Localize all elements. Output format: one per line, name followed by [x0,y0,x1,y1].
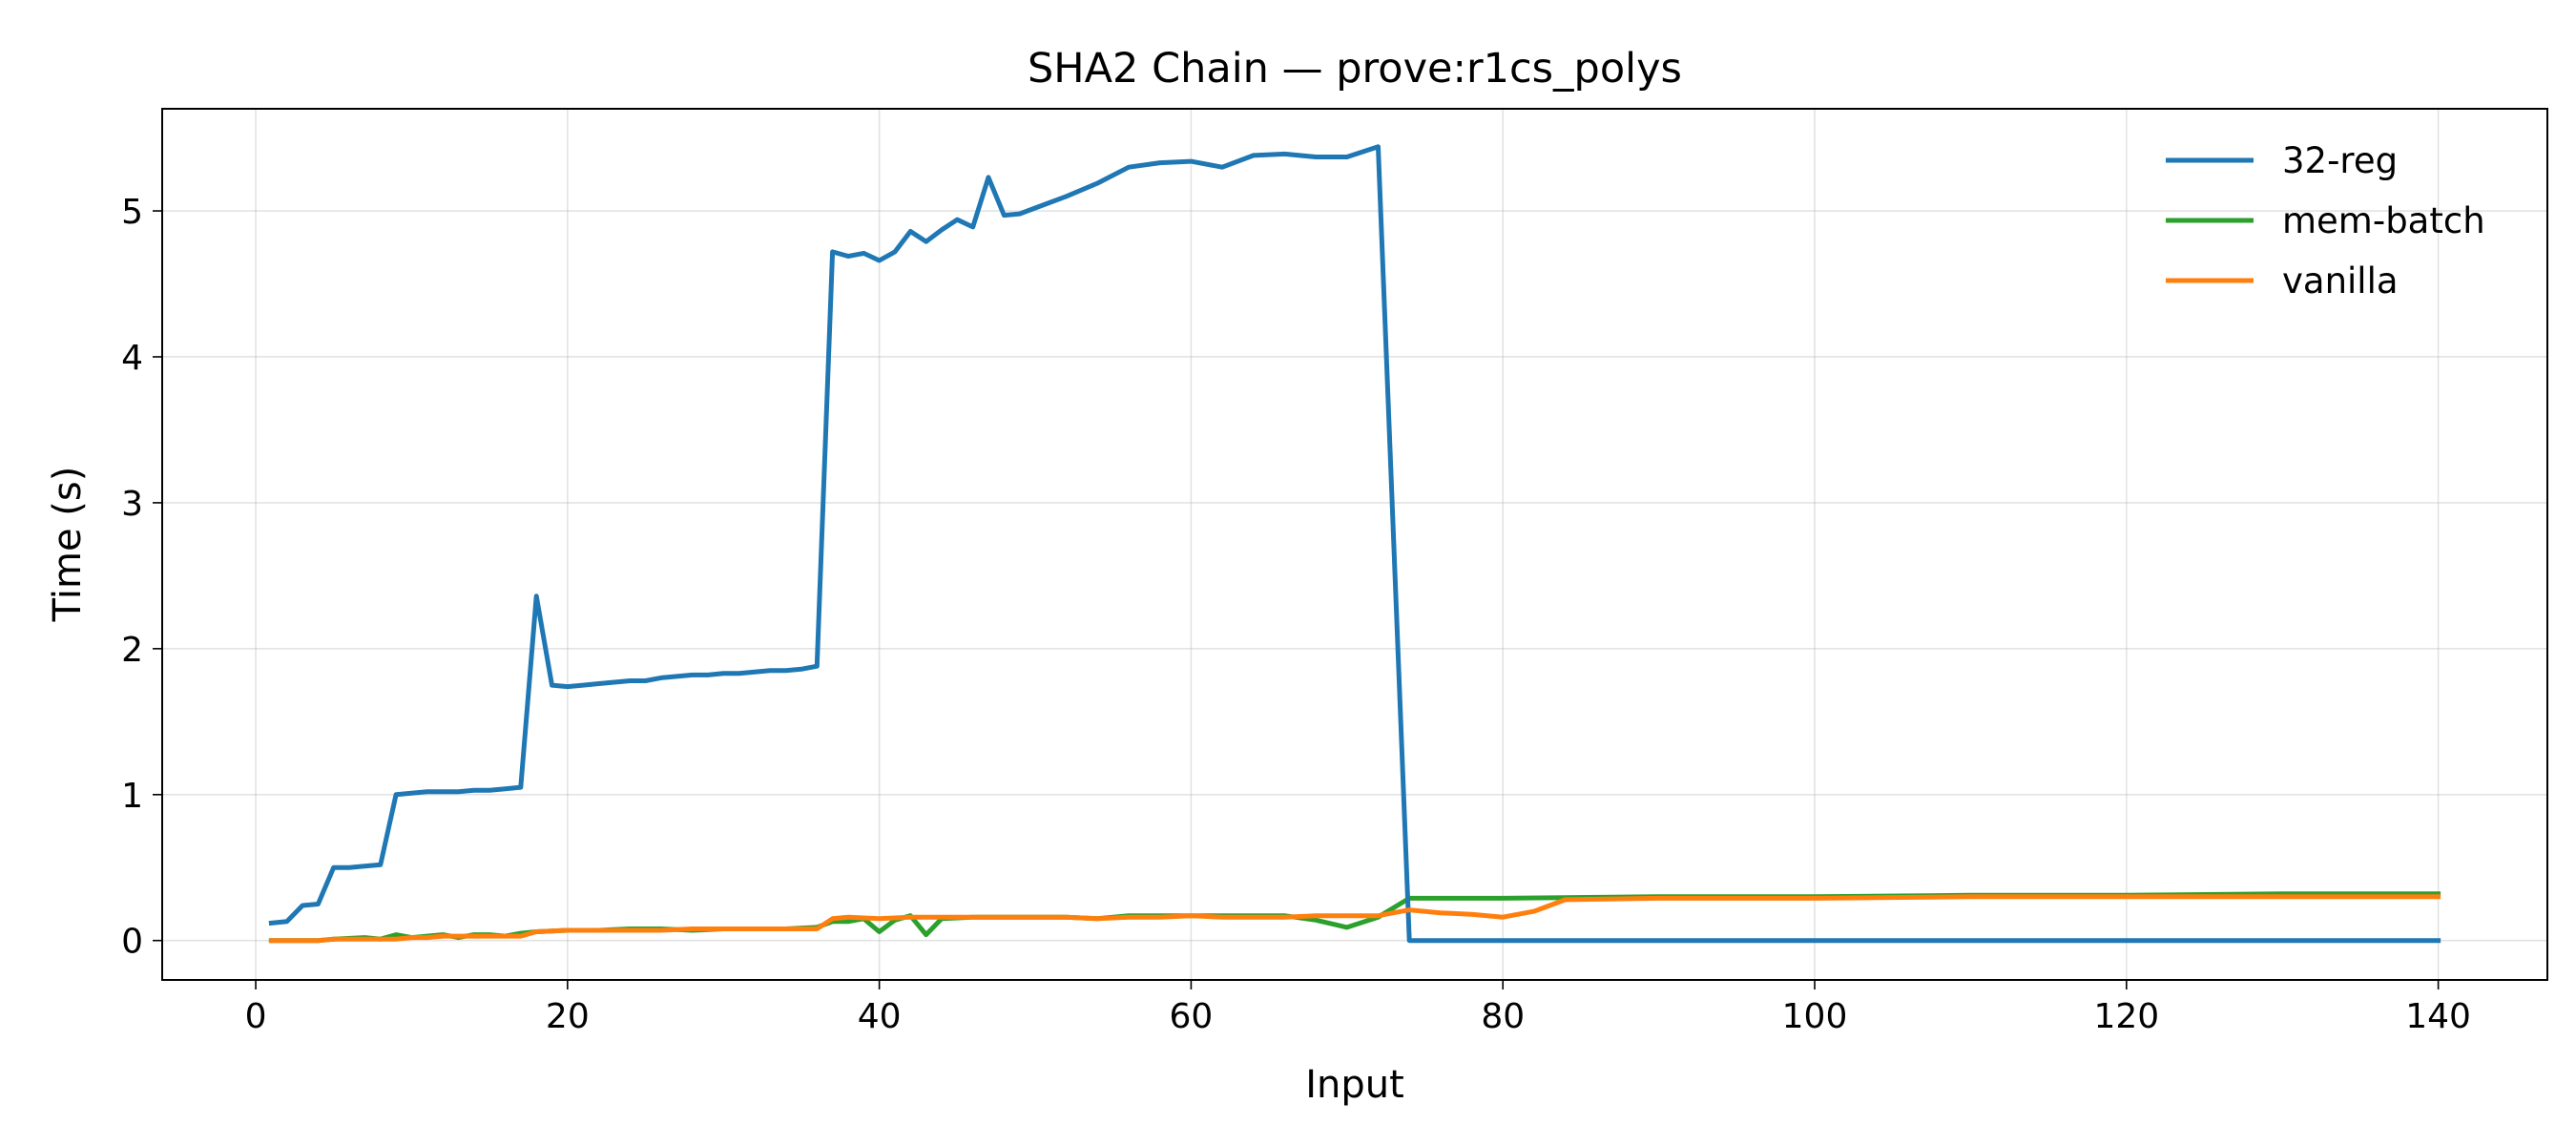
y-tick-label: 1 [121,777,143,816]
series-lines [268,144,2441,944]
plot-frame [161,108,2548,981]
x-tick-label: 140 [2405,997,2471,1036]
series-line-vanilla [268,894,2441,944]
x-axis: 0 20 40 60 80 100 120 140 [245,980,2471,1036]
y-tick-label: 3 [121,485,143,524]
x-tick-label: 100 [1782,997,1848,1036]
y-tick-label: 5 [121,193,143,232]
x-tick-label: 20 [546,997,590,1036]
legend: 32-reg mem-batch vanilla [2166,140,2485,302]
x-tick-label: 80 [1481,997,1525,1036]
x-tick-label: 40 [858,997,902,1036]
grid [162,109,2547,980]
x-axis-title: Input [1305,1063,1404,1107]
chart-title: SHA2 Chain — prove:r1cs_polys [1028,45,1682,93]
x-tick-label: 120 [2093,997,2159,1036]
series-line-32-reg [268,144,2441,944]
x-tick-label: 60 [1170,997,1214,1036]
legend-label-mem-batch: mem-batch [2282,200,2485,241]
y-axis: 0 1 2 3 4 5 [121,193,162,962]
y-tick-label: 4 [121,339,143,378]
legend-label-32-reg: 32-reg [2282,140,2398,181]
y-axis-title: Time (s) [46,467,90,623]
x-tick-label: 0 [245,997,267,1036]
y-tick-label: 0 [121,923,143,962]
y-tick-label: 2 [121,631,143,670]
legend-label-vanilla: vanilla [2282,260,2399,302]
